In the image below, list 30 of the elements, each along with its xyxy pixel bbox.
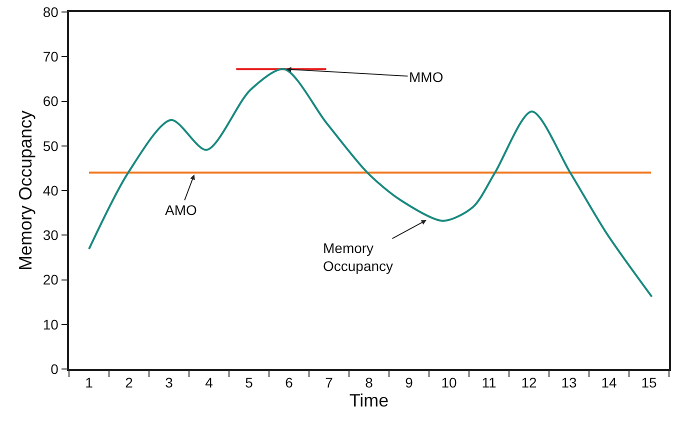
y-axis-title: Memory Occupancy <box>16 110 36 271</box>
y-tick-label: 20 <box>42 272 59 288</box>
x-tick-label: 8 <box>365 374 374 391</box>
x-tick-label: 2 <box>125 374 134 391</box>
x-tick-label: 3 <box>165 374 174 391</box>
line-series <box>88 68 653 298</box>
x-tick-label: 9 <box>405 374 414 391</box>
annotation: Memory Occupancy <box>323 240 394 274</box>
x-tick-label: 15 <box>641 374 657 391</box>
x-tick-label: 5 <box>245 374 254 391</box>
y-tick-label: 50 <box>42 138 59 154</box>
y-tick-label: 70 <box>42 48 59 65</box>
y-tick-label: 0 <box>50 360 59 377</box>
annotation: MMO <box>409 69 444 85</box>
x-tick-label: 10 <box>441 374 457 391</box>
x-tick-label: 14 <box>601 374 617 391</box>
x-tick-label: 1 <box>85 374 94 391</box>
x-axis-title: Time <box>349 390 389 411</box>
x-tick-label: 4 <box>205 374 214 391</box>
x-tick-label: 13 <box>561 374 577 391</box>
x-tick-label: 11 <box>482 374 496 391</box>
y-tick-label: 80 <box>42 4 59 20</box>
y-tick-label: 10 <box>42 316 59 332</box>
x-tick-label: 7 <box>325 374 334 391</box>
y-tick-label: 60 <box>42 93 59 110</box>
annotation: AMO <box>165 202 197 218</box>
y-tick-label: 40 <box>42 182 59 198</box>
x-tick-label: 6 <box>285 374 294 391</box>
x-tick-label: 12 <box>521 374 537 391</box>
y-tick-label: 30 <box>42 227 59 244</box>
